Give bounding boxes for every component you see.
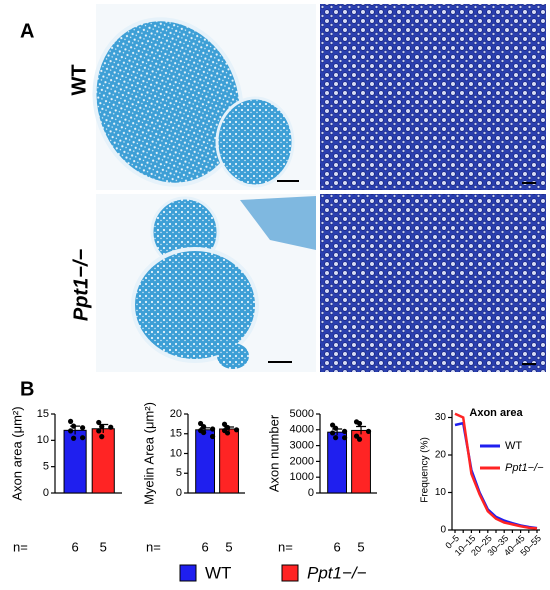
bar (195, 429, 216, 494)
y-tick-label: 20 (170, 408, 182, 420)
panel-label: B (20, 378, 34, 400)
n-value: 5 (100, 539, 107, 554)
data-point (96, 419, 102, 426)
data-point (224, 430, 231, 436)
data-point (233, 427, 240, 433)
data-point (342, 428, 348, 434)
axis-label: Myelin Area (μm²) (141, 402, 156, 505)
chart-title: Axon area (469, 407, 523, 419)
legend-label: WT (505, 440, 522, 452)
data-point (80, 435, 86, 441)
legend-label: Ppt1−/− (505, 462, 544, 474)
legend-label: Ppt1−/− (307, 563, 367, 582)
data-point (333, 425, 339, 431)
n-value: 6 (333, 539, 340, 554)
y-tick-label: 2000 (290, 455, 314, 467)
data-point (365, 428, 372, 434)
y-tick-label: 0 (176, 487, 182, 499)
data-point (356, 420, 363, 427)
y-tick-label: 10 (435, 487, 447, 498)
data-point (71, 435, 77, 441)
y-tick-label: 4000 (290, 424, 314, 436)
data-point (68, 428, 74, 434)
y-tick-label: 1000 (290, 471, 314, 483)
micrographs (92, 4, 546, 372)
data-point (342, 435, 348, 441)
y-tick-label: 15 (37, 408, 49, 420)
data-point (99, 434, 105, 440)
y-tick-label: 30 (435, 412, 447, 423)
y-tick-label: 20 (435, 450, 447, 461)
series-line (454, 412, 538, 530)
n-label: n= (146, 539, 161, 554)
y-tick-label: 3000 (290, 440, 314, 452)
axis-label: Axon number (266, 414, 281, 492)
data-point (356, 436, 363, 442)
n-value: 5 (357, 539, 364, 554)
n-value: 6 (71, 539, 78, 554)
y-tick-label: 5 (43, 461, 49, 473)
data-point (210, 433, 216, 440)
y-tick-label: 15 (170, 428, 182, 440)
data-point (330, 430, 336, 436)
n-value: 5 (225, 539, 232, 554)
data-point (80, 425, 86, 431)
data-point (201, 424, 207, 430)
data-point (99, 424, 105, 430)
y-tick-label: 5 (176, 467, 182, 479)
data-point (333, 435, 339, 441)
bar (219, 428, 239, 494)
data-point (68, 418, 74, 424)
legend-swatch (179, 564, 197, 582)
data-point (201, 429, 207, 436)
y-tick-label: 0 (440, 525, 446, 536)
legend-swatch (281, 564, 299, 582)
error-bar (356, 425, 367, 435)
y-tick-label: 0 (308, 487, 314, 499)
panel-label: A (20, 20, 34, 42)
axis-label: Axon area (μm²) (9, 406, 24, 500)
n-value: 6 (201, 539, 208, 554)
data-point (71, 423, 77, 429)
legend-label: WT (205, 563, 231, 582)
row-label: WT (68, 64, 90, 95)
y-tick-label: 10 (37, 434, 49, 446)
data-point (108, 424, 114, 430)
bar (327, 431, 348, 494)
y-tick-label: 10 (170, 447, 182, 459)
y-tick-label: 5000 (290, 408, 314, 420)
n-label: n= (278, 539, 293, 554)
n-label: n= (13, 539, 28, 554)
y-tick-label: 0 (43, 487, 49, 499)
data-point (210, 426, 216, 432)
row-label: Ppt1−/− (70, 249, 92, 322)
data-point (96, 428, 102, 434)
axis-label: Frequency (%) (420, 437, 431, 503)
